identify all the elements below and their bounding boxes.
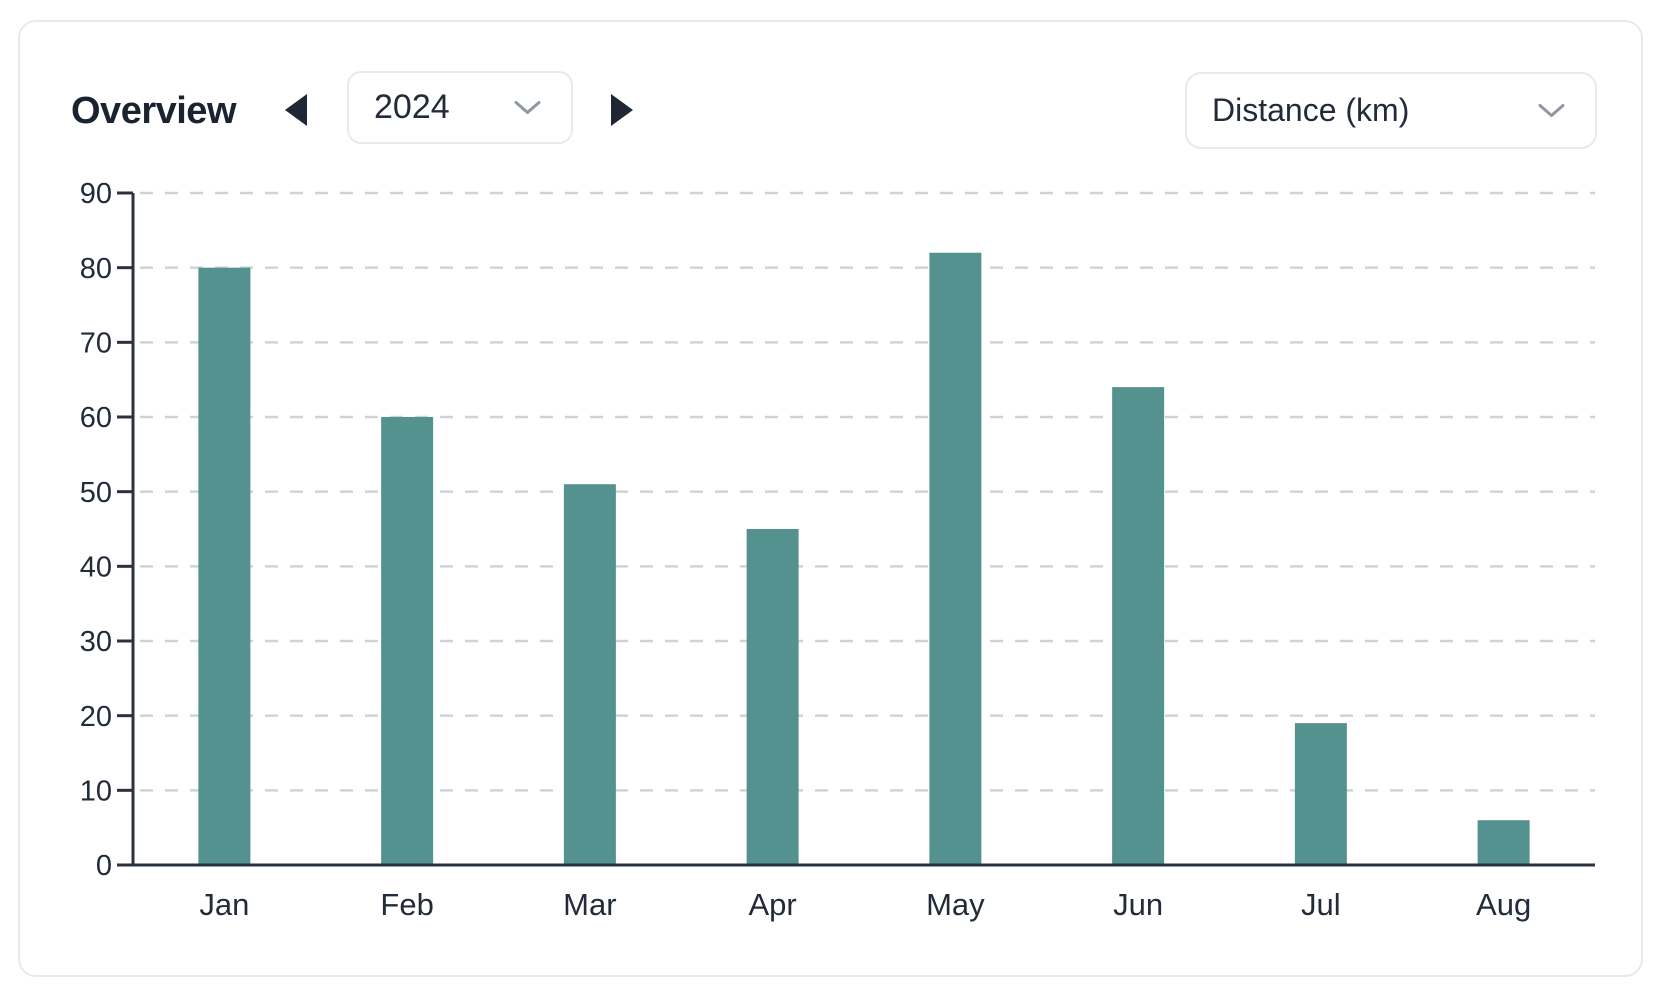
x-tick-label: Apr (749, 887, 797, 922)
x-tick-label: Jul (1301, 887, 1341, 922)
x-tick-label: Jun (1113, 887, 1163, 922)
next-year-button[interactable] (600, 88, 644, 132)
x-tick-label: Mar (563, 887, 616, 922)
metric-select[interactable]: Distance (km) (1185, 72, 1597, 149)
x-tick-label: May (926, 887, 985, 922)
x-tick-label: Jan (199, 887, 249, 922)
bar-feb[interactable] (381, 417, 434, 865)
chevron-down-icon (514, 100, 541, 114)
bar-jun[interactable] (1112, 387, 1165, 865)
y-tick-label: 10 (80, 775, 112, 807)
bar-aug[interactable] (1477, 820, 1530, 865)
y-tick-label: 80 (80, 253, 112, 285)
bar-jul[interactable] (1294, 723, 1347, 865)
bar-mar[interactable] (563, 484, 616, 865)
page-title: Overview (71, 90, 237, 132)
y-tick-label: 90 (80, 178, 112, 210)
y-tick-label: 0 (96, 850, 112, 882)
overview-card: Overview 2024 Distance (km) 0 10 20 30 40 50 6… (18, 20, 1643, 977)
x-tick-label: Aug (1476, 887, 1531, 922)
metric-select-value: Distance (km) (1212, 92, 1410, 128)
bar-jan[interactable] (198, 267, 251, 865)
y-tick-label: 20 (80, 701, 112, 733)
right-triangle-icon (611, 94, 633, 126)
y-tick-label: 60 (80, 402, 112, 434)
y-tick-label: 40 (80, 551, 112, 583)
y-tick-label: 50 (80, 477, 112, 509)
left-triangle-icon (285, 94, 307, 126)
year-select[interactable]: 2024 (347, 71, 573, 144)
chevron-down-icon (1538, 103, 1565, 117)
x-tick-label: Feb (380, 887, 433, 922)
previous-year-button[interactable] (274, 88, 318, 132)
bar-chart: 0 10 20 30 40 50 60 70 80 90 Jan Feb Mar Apr May Jun Jul… (20, 22, 1645, 979)
y-tick-label: 70 (80, 327, 112, 359)
bar-may[interactable] (929, 252, 982, 865)
y-tick-label: 30 (80, 626, 112, 658)
year-select-value: 2024 (374, 88, 450, 126)
bar-apr[interactable] (746, 529, 799, 865)
